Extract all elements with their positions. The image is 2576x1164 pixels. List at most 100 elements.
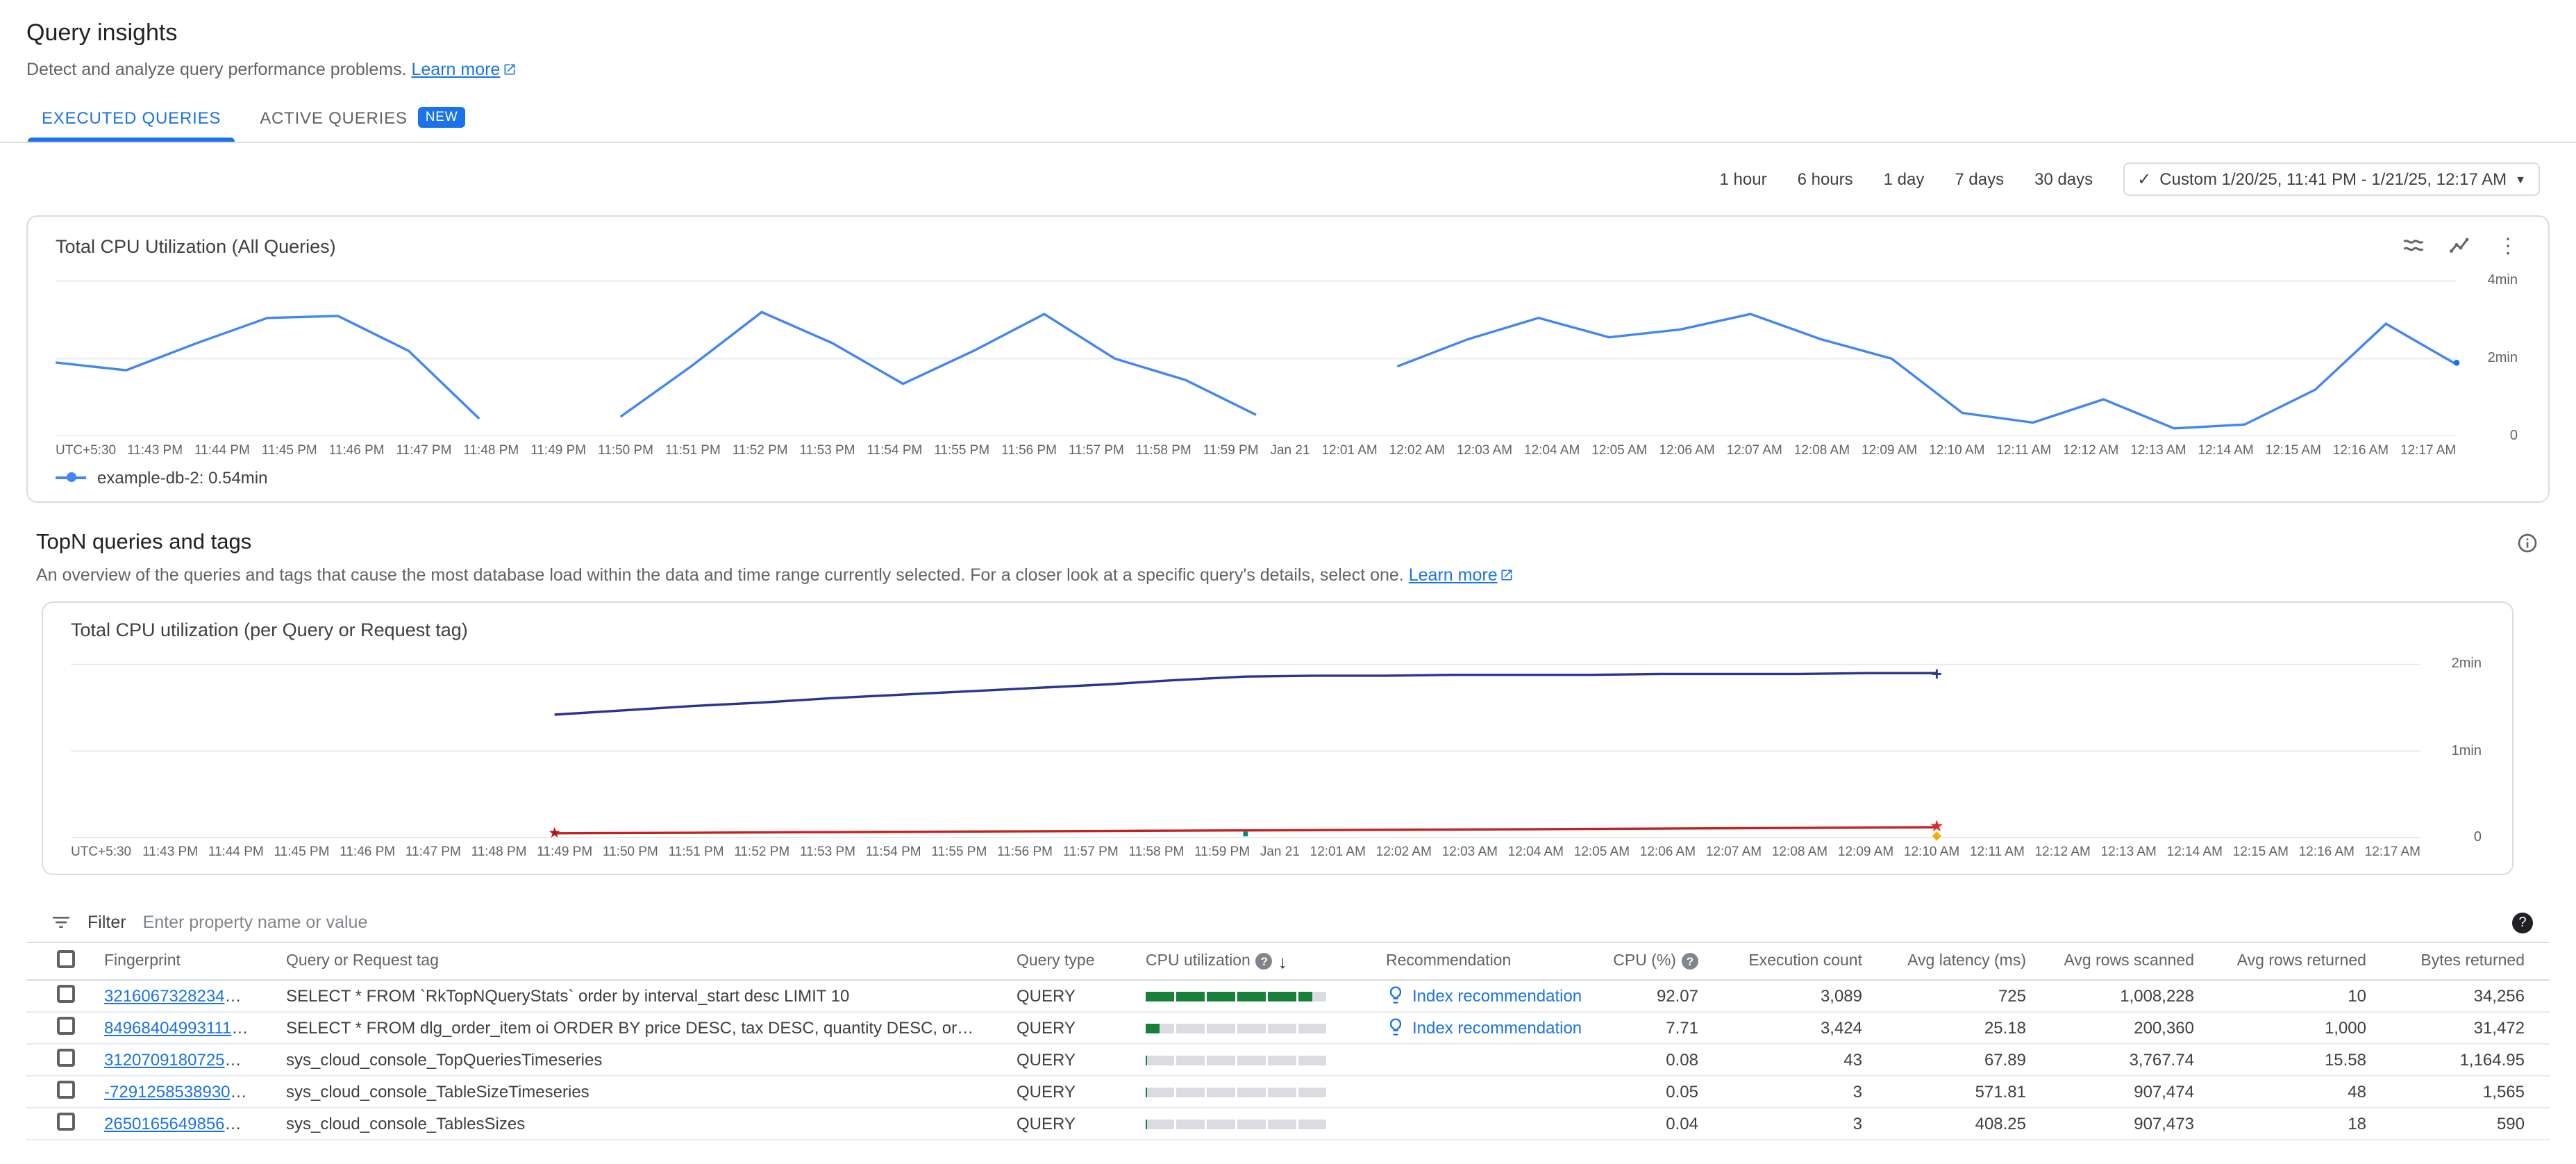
x-axis-label: 12:04 AM (1507, 845, 1564, 860)
x-axis-label: 12:04 AM (1524, 443, 1580, 458)
avg-rows-scanned: 907,473 (2134, 1114, 2194, 1133)
query-type: QUERY (1017, 1114, 1076, 1133)
x-axis-label: 11:56 PM (997, 845, 1053, 860)
x-axis-label: 12:07 AM (1705, 845, 1762, 860)
col-recommendation[interactable]: Recommendation (1386, 953, 1512, 970)
cpu-percent: 92.07 (1656, 986, 1698, 1006)
bytes-returned: 34,256 (2473, 986, 2525, 1006)
query-type: QUERY (1017, 1018, 1076, 1038)
x-axis-label: 11:45 PM (274, 845, 330, 860)
col-cpu-percent[interactable]: CPU (%) ? (1583, 953, 1701, 970)
filter-input[interactable] (140, 911, 2498, 933)
help-icon[interactable]: ? (1682, 953, 1698, 970)
info-icon[interactable] (2515, 531, 2540, 556)
avg-latency: 25.18 (1984, 1018, 2026, 1038)
cpu-utilization-bar (1146, 1088, 1326, 1098)
topn-learn-more-link[interactable]: Learn more (1408, 565, 1498, 585)
cpu-all-plot[interactable]: ● (56, 269, 2461, 436)
line-chart-icon[interactable] (2448, 233, 2473, 258)
col-label: CPU utilization (1146, 953, 1251, 970)
index-recommendation-link[interactable]: Index recommendation (1386, 1016, 1582, 1040)
x-axis-label: 12:13 AM (2130, 443, 2186, 458)
sort-desc-icon[interactable]: ↓ (1278, 951, 1287, 972)
x-axis-label: 11:51 PM (664, 443, 721, 458)
query-type: QUERY (1017, 1082, 1076, 1101)
x-axis-label: 12:08 AM (1793, 443, 1850, 458)
avg-rows-scanned: 907,474 (2134, 1082, 2194, 1101)
row-checkbox[interactable] (57, 1081, 75, 1099)
x-axis-label: 11:51 PM (668, 845, 724, 860)
x-axis-label: 12:10 AM (1903, 845, 1960, 860)
tab-active-queries[interactable]: ACTIVE QUERIES NEW (240, 93, 484, 142)
fingerprint-link[interactable]: 2650165649856739758 (104, 1114, 269, 1133)
utc-offset-label: UTC+5:30 (56, 443, 117, 458)
select-all-checkbox[interactable] (57, 950, 75, 968)
cpu-utilization-bar (1146, 1120, 1326, 1130)
row-checkbox[interactable] (57, 985, 75, 1003)
col-fingerprint[interactable]: Fingerprint (104, 953, 181, 970)
legend-label: example-db-2: 0.54min (97, 468, 268, 488)
col-bytes-returned[interactable]: Bytes returned (2420, 953, 2525, 970)
fingerprint-link[interactable]: -72912585389302133... (104, 1082, 269, 1101)
help-icon[interactable]: ? (1255, 953, 1273, 970)
x-axis-label: 11:49 PM (530, 443, 587, 458)
fingerprint-link[interactable]: 3216067328234137024 (104, 986, 269, 1006)
row-checkbox[interactable] (57, 1113, 75, 1131)
x-axis-label: 12:06 AM (1659, 443, 1715, 458)
avg-rows-returned: 18 (2348, 1114, 2366, 1133)
per-query-cpu-card: Total CPU utilization (per Query or Requ… (42, 601, 2514, 875)
chart-title: Total CPU utilization (per Query or Requ… (71, 620, 468, 640)
time-range-option[interactable]: 30 days (2034, 169, 2093, 189)
col-query-type[interactable]: Query type (1017, 953, 1095, 970)
per-query-plot[interactable]: ★ ★ ■ ◆ + (71, 651, 2420, 841)
fingerprint-link[interactable]: 312070918072583382 (104, 1050, 269, 1070)
cpu-all-xaxis: UTC+5:30 11:43 PM 11:44 PM 11:45 PM 11:46 P… (56, 443, 2457, 458)
x-axis-label: 11:56 PM (1001, 443, 1057, 458)
chart-style-icon[interactable] (2401, 233, 2426, 258)
filter-bar: Filter ? (26, 903, 2550, 943)
row-checkbox[interactable] (57, 1049, 75, 1067)
x-axis-label: 12:10 AM (1929, 443, 1985, 458)
topn-heading: TopN queries and tags (36, 531, 252, 554)
x-axis-label: 11:47 PM (405, 845, 461, 860)
row-checkbox[interactable] (57, 1017, 75, 1035)
learn-more-link[interactable]: Learn more (411, 60, 501, 79)
x-axis-label: 12:16 AM (2332, 443, 2389, 458)
col-avg-latency[interactable]: Avg latency (ms) (1907, 953, 2026, 970)
col-avg-rows-returned[interactable]: Avg rows returned (2236, 953, 2366, 970)
tab-executed-queries[interactable]: EXECUTED QUERIES (22, 93, 240, 142)
cpu-utilization-bar (1146, 1056, 1326, 1066)
time-range-option[interactable]: 1 hour (1719, 169, 1767, 189)
y-axis-label: 0 (2509, 429, 2518, 444)
col-execution-count[interactable]: Execution count (1748, 953, 1862, 970)
x-axis-label: 12:06 AM (1639, 845, 1696, 860)
time-range-option[interactable]: 1 day (1883, 169, 1925, 189)
cpu-percent: 7.71 (1666, 1018, 1698, 1038)
per-query-ylabels: 2min 1min 0 (2420, 651, 2484, 845)
col-avg-rows-scanned[interactable]: Avg rows scanned (2064, 953, 2194, 970)
index-recommendation-link[interactable]: Index recommendation (1386, 984, 1582, 1008)
more-options-icon[interactable]: ⋮ (2498, 235, 2518, 258)
x-axis-label: 12:15 AM (2265, 443, 2321, 458)
x-axis-label: 11:49 PM (537, 845, 593, 860)
x-axis-label: 11:58 PM (1128, 845, 1185, 860)
x-axis-label: 12:09 AM (1861, 443, 1918, 458)
x-axis-label: Jan 21 (1270, 443, 1310, 458)
avg-rows-scanned: 3,767.74 (2129, 1050, 2194, 1070)
x-axis-label: 11:50 PM (602, 845, 658, 860)
x-axis-label: 12:12 AM (2034, 845, 2091, 860)
fingerprint-link[interactable]: 8496840499311158456 (104, 1018, 269, 1038)
custom-time-range-dropdown[interactable]: ✓ Custom 1/20/25, 11:41 PM - 1/21/25, 12… (2123, 163, 2540, 196)
time-range-option[interactable]: 6 hours (1797, 169, 1853, 189)
x-axis-label: 11:44 PM (208, 845, 264, 860)
time-range-option[interactable]: 7 days (1955, 169, 2005, 189)
col-cpu-utilization[interactable]: CPU utilization ? ↓ (1129, 951, 1369, 972)
help-icon[interactable]: ? (2512, 912, 2533, 933)
tab-label: ACTIVE QUERIES (260, 108, 408, 127)
y-axis-label: 0 (2473, 830, 2482, 845)
col-query-tag[interactable]: Query or Request tag (286, 953, 439, 970)
query-text: sys_cloud_console_TableSizeTimeseries (286, 1082, 589, 1101)
query-text: SELECT * FROM dlg_order_item oi ORDER BY… (286, 1018, 1000, 1038)
bytes-returned: 31,472 (2473, 1018, 2525, 1038)
bulb-icon (1386, 1016, 1405, 1040)
